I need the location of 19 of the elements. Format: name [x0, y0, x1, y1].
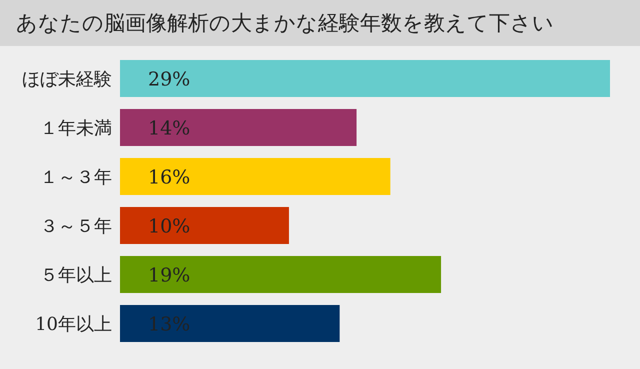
bar: [120, 109, 357, 146]
bar: [120, 158, 390, 195]
data-label: 29%: [148, 68, 190, 90]
data-label: 10%: [148, 216, 190, 238]
bar: [120, 60, 610, 97]
data-label: 16%: [148, 166, 190, 188]
bar: [120, 305, 340, 342]
y-tick-label: １年未満: [40, 118, 112, 139]
data-label: 13%: [148, 314, 190, 336]
y-tick-label: ほぼ未経験: [22, 68, 112, 90]
bar: [120, 207, 289, 244]
y-tick-label: ５年以上: [40, 264, 112, 286]
chart-title: あなたの脳画像解析の大まかな経験年数を教えて下さい: [0, 0, 640, 46]
y-tick-label: 10年以上: [35, 314, 112, 335]
bar: [120, 256, 442, 293]
data-label: 14%: [148, 118, 190, 140]
y-tick-label: ３～５年: [40, 216, 112, 237]
data-label: 19%: [148, 264, 190, 286]
y-tick-label: １～３年: [40, 166, 112, 188]
